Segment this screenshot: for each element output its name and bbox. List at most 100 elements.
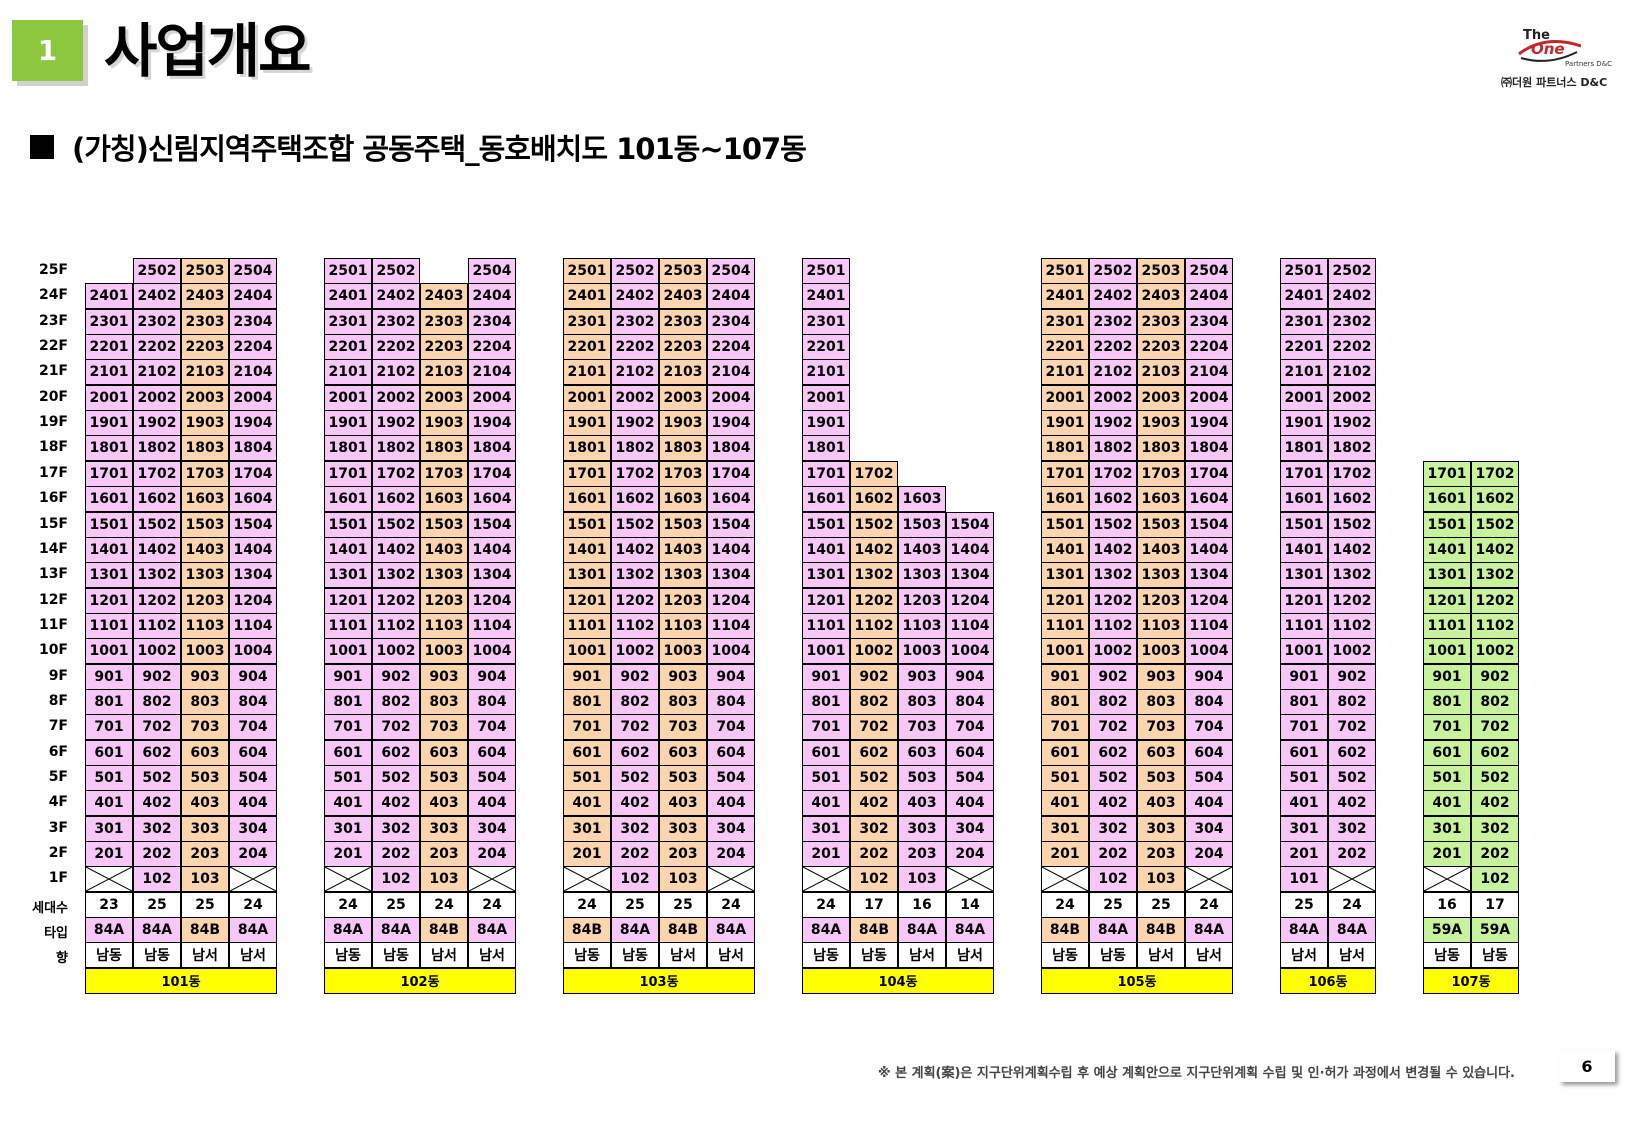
unit-cell: 1001 bbox=[1423, 638, 1471, 665]
unit-cell: 502 bbox=[1328, 765, 1376, 791]
unit-cell: 1804 bbox=[229, 435, 277, 462]
unit-cell: 904 bbox=[707, 663, 755, 690]
unit-cell: 2203 bbox=[420, 334, 468, 361]
unit-cell: 1202 bbox=[372, 587, 420, 614]
unit-cell: 1802 bbox=[1089, 435, 1137, 462]
unit-cell: 603 bbox=[181, 739, 229, 766]
unit-cell: 301 bbox=[1280, 815, 1328, 842]
unit-cell: 1404 bbox=[707, 536, 755, 563]
households-cell: 24 bbox=[324, 891, 372, 918]
floor-label: 21F bbox=[38, 363, 68, 380]
type-cell: 84A bbox=[707, 917, 755, 944]
unit-cell: 601 bbox=[1041, 739, 1089, 766]
unit-cell: 1803 bbox=[420, 435, 468, 462]
unit-cell: 1802 bbox=[1328, 435, 1376, 462]
unit-cell: 1003 bbox=[420, 638, 468, 665]
unit-cell: 201 bbox=[1280, 841, 1328, 868]
type-cell: 84A bbox=[898, 917, 946, 944]
unit-cell: 303 bbox=[1137, 815, 1185, 842]
unit-cell: 2004 bbox=[1185, 384, 1233, 411]
type-row-label: 타입 bbox=[44, 926, 68, 942]
type-cell: 84B bbox=[563, 917, 611, 944]
unit-cell: 1101 bbox=[802, 612, 850, 639]
unit-cell: 2102 bbox=[133, 359, 181, 386]
unit-cell: 2001 bbox=[1041, 384, 1089, 411]
unit-cell: 1102 bbox=[611, 612, 659, 639]
unit-cell: 1602 bbox=[850, 486, 898, 513]
unit-cell: 1503 bbox=[181, 511, 229, 538]
unit-cell: 2502 bbox=[372, 258, 420, 284]
unit-cell: 1702 bbox=[1471, 460, 1519, 487]
subtitle-text: (가칭)신림지역주택조합 공동주택_동호배치도 101동~107동 bbox=[72, 132, 807, 166]
unit-cell: 1703 bbox=[659, 460, 707, 487]
unit-cell: 1304 bbox=[946, 562, 994, 589]
orientation-cell: 남동 bbox=[802, 942, 850, 969]
unit-cell: 1401 bbox=[324, 536, 372, 563]
unit-cell: 2004 bbox=[229, 384, 277, 411]
unit-cell: 1303 bbox=[898, 562, 946, 589]
unit-cell: 2501 bbox=[563, 258, 611, 284]
households-cell: 25 bbox=[181, 891, 229, 918]
unit-cell: 1804 bbox=[1185, 435, 1233, 462]
unit-cell: 201 bbox=[324, 841, 372, 868]
floor-label: 23F bbox=[38, 312, 68, 329]
unit-cell: 1604 bbox=[707, 486, 755, 513]
unit-cell: 403 bbox=[1137, 790, 1185, 817]
unit-cell: 604 bbox=[468, 739, 516, 766]
floor-label: 17F bbox=[38, 464, 68, 481]
unit-cell: 1501 bbox=[1423, 511, 1471, 538]
unit-cell: 503 bbox=[898, 765, 946, 791]
unit-cell: 2104 bbox=[707, 359, 755, 386]
unit-cell: 1601 bbox=[85, 486, 133, 513]
unit-cell: 2404 bbox=[1185, 283, 1233, 310]
unit-cell: 502 bbox=[133, 765, 181, 791]
unit-cell: 902 bbox=[1471, 663, 1519, 690]
unit-cell: 2301 bbox=[802, 308, 850, 335]
unit-cell: 1102 bbox=[372, 612, 420, 639]
unit-cell: 301 bbox=[85, 815, 133, 842]
unit-cell: 1601 bbox=[563, 486, 611, 513]
unit-cell: 604 bbox=[1185, 739, 1233, 766]
floor-label: 25F bbox=[38, 262, 68, 278]
unit-cell: 204 bbox=[1185, 841, 1233, 868]
unit-cell: 1701 bbox=[802, 460, 850, 487]
unit-cell: 1502 bbox=[850, 511, 898, 538]
unit-cell: 701 bbox=[1041, 714, 1089, 741]
unit-cell: 1302 bbox=[1471, 562, 1519, 589]
unit-cell: 2201 bbox=[1280, 334, 1328, 361]
households-cell: 25 bbox=[1137, 891, 1185, 918]
unit-cell: 603 bbox=[1137, 739, 1185, 766]
unit-cell: 2001 bbox=[1280, 384, 1328, 411]
unit-cell: 2002 bbox=[133, 384, 181, 411]
orientation-cell: 남동 bbox=[133, 942, 181, 969]
orientation-cell: 남동 bbox=[611, 942, 659, 969]
unit-cell: 601 bbox=[324, 739, 372, 766]
unit-cell: 1003 bbox=[659, 638, 707, 665]
unit-cell: 1201 bbox=[85, 587, 133, 614]
floor-label: 15F bbox=[38, 515, 68, 532]
unit-cell: 802 bbox=[372, 688, 420, 715]
unit-cell: 201 bbox=[1423, 841, 1471, 868]
unit-cell: 504 bbox=[946, 765, 994, 791]
unit-cell: 501 bbox=[1423, 765, 1471, 791]
unit-cell: 2004 bbox=[468, 384, 516, 411]
unit-cell: 2102 bbox=[372, 359, 420, 386]
unit-cell: 1503 bbox=[1137, 511, 1185, 538]
unit-cell: 1801 bbox=[85, 435, 133, 462]
unit-cell: 2101 bbox=[802, 359, 850, 386]
unit-cell: 501 bbox=[85, 765, 133, 791]
unit-cell: 2402 bbox=[372, 283, 420, 310]
unit-cell: 403 bbox=[659, 790, 707, 817]
unit-cell: 2103 bbox=[1137, 359, 1185, 386]
unit-cell: 1103 bbox=[181, 612, 229, 639]
unit-cell: 102 bbox=[133, 866, 181, 893]
unit-cell: 602 bbox=[850, 739, 898, 766]
no-unit-cross-icon bbox=[85, 866, 133, 893]
orientation-row-label: 향 bbox=[56, 951, 68, 967]
unit-cell: 1802 bbox=[611, 435, 659, 462]
unit-cell: 503 bbox=[181, 765, 229, 791]
unit-cell: 504 bbox=[229, 765, 277, 791]
unit-cell: 101 bbox=[1280, 866, 1328, 893]
unit-cell: 1202 bbox=[1328, 587, 1376, 614]
unit-cell: 1602 bbox=[133, 486, 181, 513]
